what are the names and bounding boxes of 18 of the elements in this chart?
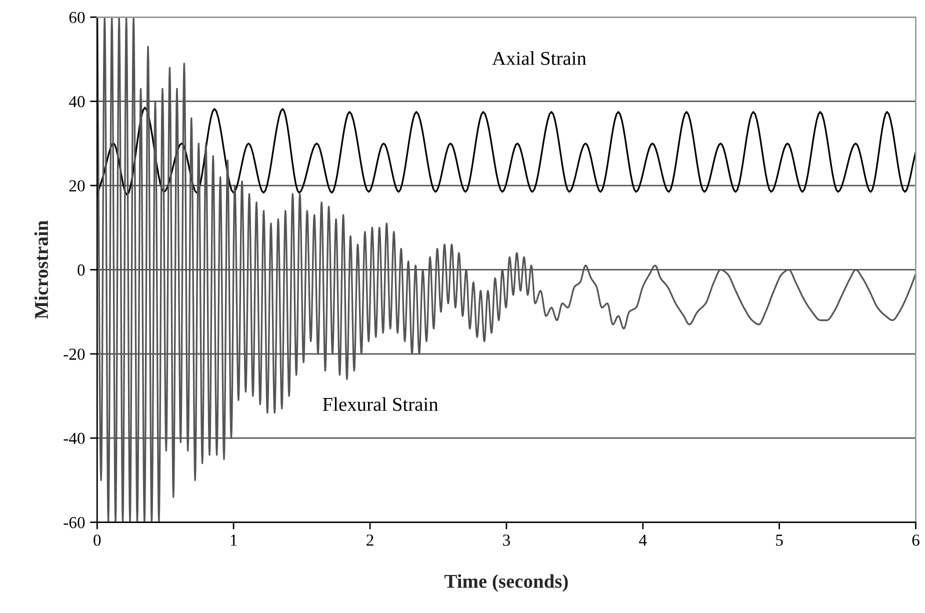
x-tick-label: 1 — [230, 534, 237, 546]
y-tick-label: -40 — [64, 432, 85, 444]
y-tick-label: -20 — [64, 348, 85, 360]
x-tick-label: 6 — [912, 534, 920, 546]
y-tick-label: 20 — [69, 180, 85, 192]
y-tick-label: 0 — [78, 264, 85, 276]
x-tick-label: 5 — [776, 534, 783, 546]
text: Axial Strain — [492, 51, 586, 65]
x-tick-label: 0 — [94, 534, 101, 546]
x-axis-title: Time (seconds) — [444, 574, 568, 592]
y-tick-label: -60 — [64, 516, 85, 528]
x-tick-label: 4 — [639, 534, 647, 546]
y-tick-label: 60 — [69, 12, 85, 24]
x-tick-label: 3 — [503, 534, 510, 546]
series-label: Flexural Strain — [322, 397, 438, 411]
x-tick-label: 2 — [366, 534, 374, 546]
y-axis-title: Microstrain — [34, 220, 48, 319]
y-tick-label: 40 — [68, 96, 85, 108]
